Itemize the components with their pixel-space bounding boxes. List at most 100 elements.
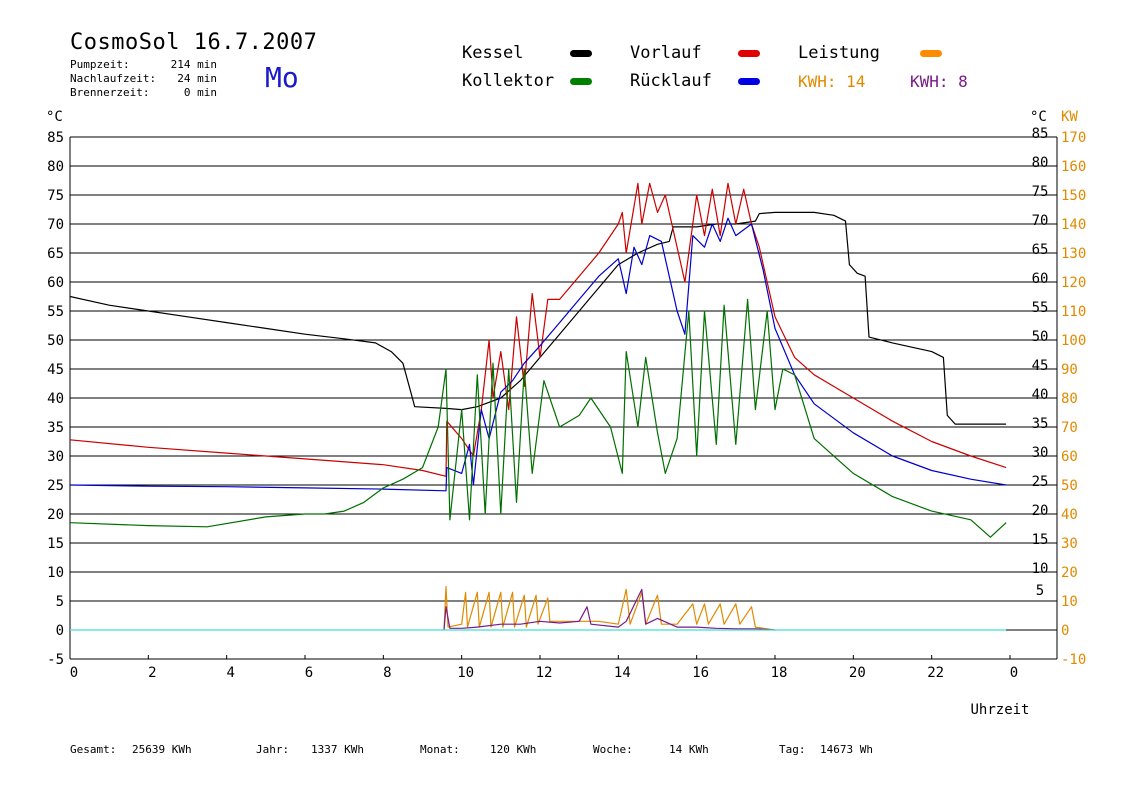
series-line-kollektor (69, 298, 1007, 538)
kwh-second-value: KWH: 8 (910, 72, 968, 91)
y2-tick-label: 50 (1032, 329, 1049, 345)
x-tick-label: 14 (614, 665, 631, 681)
legend-leistung-swatch (920, 50, 942, 57)
kw-tick-label: 170 (1061, 130, 1086, 146)
legend-kollektor-swatch (570, 78, 592, 85)
y-tick-label: -5 (47, 652, 64, 668)
y-tick-label: 50 (47, 333, 64, 349)
kw-tick-label: -10 (1061, 652, 1086, 668)
y2-axis-unit: °C (1030, 109, 1047, 125)
y-tick-label: 35 (47, 420, 64, 436)
x-tick-label: 22 (927, 665, 944, 681)
woche-value: 14 KWh (669, 743, 709, 756)
x-tick-label: 6 (305, 665, 313, 681)
y2-tick-label: 35 (1032, 416, 1049, 432)
y-tick-label: 30 (47, 449, 64, 465)
y2-tick-label: 30 (1032, 445, 1049, 461)
y-axis-unit: °C (46, 109, 63, 125)
y-tick-label: 85 (47, 130, 64, 146)
y-tick-label: 15 (47, 536, 64, 552)
jahr-value: 1337 KWh (311, 743, 364, 756)
y2-tick-label: 40 (1032, 387, 1049, 403)
y-tick-label: 80 (47, 159, 64, 175)
brennerzeit-label: Brennerzeit: (70, 86, 150, 99)
y-tick-label: 10 (47, 565, 64, 581)
y2-tick-label: 20 (1032, 503, 1049, 519)
kw-tick-label: 60 (1061, 449, 1078, 465)
series-line-leistung (443, 585, 776, 631)
y2-tick-label: 75 (1032, 184, 1049, 200)
chart-title: CosmoSol 16.7.2007 (70, 30, 318, 55)
legend-ruecklauf-swatch (738, 78, 760, 85)
legend-leistung-label: Leistung (798, 43, 880, 63)
series-line-unnamed (443, 588, 776, 631)
x-tick-label: 12 (536, 665, 553, 681)
gesamt-label: Gesamt: (70, 743, 117, 756)
y-tick-label: 0 (56, 623, 64, 639)
y2-tick-label: 15 (1032, 532, 1049, 548)
y2-tick-label: 70 (1032, 213, 1049, 229)
monat-value: 120 KWh (490, 743, 537, 756)
kw-tick-label: 20 (1061, 565, 1078, 581)
kw-tick-label: 140 (1061, 217, 1086, 233)
y2-tick-label: 60 (1032, 271, 1049, 287)
series-line-vorlauf (69, 182, 1007, 477)
legend-ruecklauf-label: Rücklauf (630, 71, 712, 91)
x-tick-label: 10 (457, 665, 474, 681)
x-tick-label: 0 (1010, 665, 1018, 681)
kw-tick-label: 0 (1061, 623, 1069, 639)
legend-vorlauf-swatch (738, 50, 760, 57)
y-tick-label: 45 (47, 362, 64, 378)
y2-tick-label: 55 (1032, 300, 1049, 316)
kw-tick-label: 100 (1061, 333, 1086, 349)
legend-kessel-label: Kessel (462, 43, 524, 63)
kw-tick-label: 10 (1061, 594, 1078, 610)
y-tick-label: 60 (47, 275, 64, 291)
y-tick-label: 55 (47, 304, 64, 320)
x-tick-label: 8 (383, 665, 391, 681)
x-tick-label: 20 (849, 665, 866, 681)
kw-tick-label: 130 (1061, 246, 1086, 262)
y2-tick-label: 80 (1032, 155, 1049, 171)
jahr-label: Jahr: (256, 743, 290, 756)
kw-tick-label: 150 (1061, 188, 1086, 204)
y-tick-label: 40 (47, 391, 64, 407)
kwh-leistung-value: KWH: 14 (798, 72, 866, 91)
legend-vorlauf-label: Vorlauf (630, 43, 702, 63)
y-tick-label: 70 (47, 217, 64, 233)
kw-tick-label: 70 (1061, 420, 1078, 436)
y2-tick-label: 65 (1032, 242, 1049, 258)
x-axis-label: Uhrzeit (970, 702, 1029, 718)
x-tick-label: 0 (70, 665, 78, 681)
y-tick-label: 5 (56, 594, 64, 610)
y2-tick-label: 5 (1036, 583, 1044, 599)
tag-value: 14673 Wh (820, 743, 873, 756)
y-tick-label: 75 (47, 188, 64, 204)
nachlaufzeit-value: 24 min (177, 72, 217, 85)
x-tick-label: 16 (692, 665, 709, 681)
y2-tick-label: 10 (1032, 561, 1049, 577)
legend-kessel-swatch (570, 50, 592, 57)
nachlaufzeit-label: Nachlaufzeit: (70, 72, 157, 85)
series-line-rcklauf (69, 217, 1007, 492)
kw-tick-label: 80 (1061, 391, 1078, 407)
gesamt-value: 25639 KWh (132, 743, 192, 756)
x-tick-label: 18 (771, 665, 788, 681)
y-tick-label: 20 (47, 507, 64, 523)
y2-tick-label: 85 (1032, 126, 1049, 142)
woche-label: Woche: (593, 743, 633, 756)
monat-label: Monat: (420, 743, 460, 756)
kw-tick-label: 90 (1061, 362, 1078, 378)
y-tick-label: 65 (47, 246, 64, 262)
kw-axis-unit: KW (1061, 109, 1078, 125)
y-tick-label: 25 (47, 478, 64, 494)
kw-tick-label: 110 (1061, 304, 1086, 320)
legend-kollektor-label: Kollektor (462, 71, 555, 91)
y2-tick-label: 25 (1032, 474, 1049, 490)
x-tick-label: 2 (148, 665, 156, 681)
y2-tick-label: 45 (1032, 358, 1049, 374)
weekday-label: Mo (265, 61, 299, 94)
series-line-kessel (69, 211, 1007, 425)
pumpzeit-value: 214 min (170, 58, 217, 71)
